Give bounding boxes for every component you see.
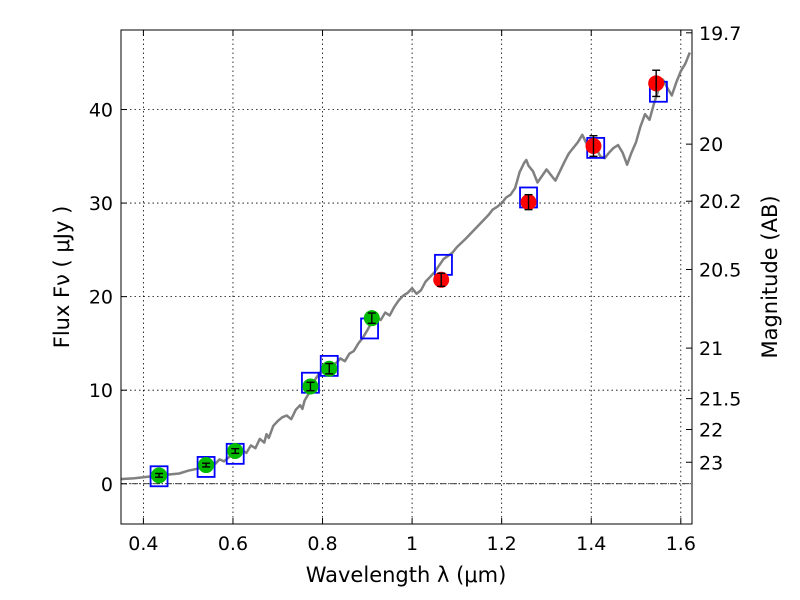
- x-tick-label: 0.8: [307, 533, 337, 555]
- y-tick-label: 40: [89, 100, 113, 122]
- x-tick-label: 0.6: [218, 533, 248, 555]
- x-tick-label: 1.6: [666, 533, 696, 555]
- series-layer: [120, 52, 691, 488]
- x-tick-label: 1.2: [487, 533, 517, 555]
- y2-tick-label: 19.7: [699, 23, 741, 45]
- grid: [121, 30, 692, 524]
- y2-axis-label: Magnitude (AB): [758, 195, 782, 358]
- y2-tick-label: 20: [699, 134, 723, 156]
- model-photometry-square: [196, 456, 216, 478]
- y2-tick-label: 20.5: [699, 260, 741, 282]
- x-tick-label: 0.4: [128, 533, 158, 555]
- x-tick-label: 1: [406, 533, 418, 555]
- y2-tick-label: 20.2: [699, 191, 741, 213]
- y2-tick-label: 21.5: [699, 389, 741, 411]
- y2-tick-label: 23: [699, 452, 723, 474]
- y2-tick-label: 21: [699, 338, 723, 360]
- y-tick-label: 30: [89, 193, 113, 215]
- points-layer: [151, 69, 665, 484]
- y2-tick-label: 22: [699, 420, 723, 442]
- y-tick-label: 10: [89, 380, 113, 402]
- y-tick-label: 0: [101, 474, 113, 496]
- tick-layer: 0.4 0.6 0.8 1 1.2 1.4 1.6 0 10 20 30 40 19.7 20 20.2 20…: [89, 23, 742, 555]
- x-axis-label: Wavelength λ (μm): [306, 563, 507, 587]
- plot-frame: [120, 29, 693, 525]
- y-tick-label: 20: [89, 287, 113, 309]
- spectrum-line: [120, 52, 691, 481]
- y-axis-label: Flux Fν ( μJy ): [50, 206, 74, 349]
- model-photometry-square: [149, 465, 169, 488]
- x-tick-label: 1.4: [576, 533, 606, 555]
